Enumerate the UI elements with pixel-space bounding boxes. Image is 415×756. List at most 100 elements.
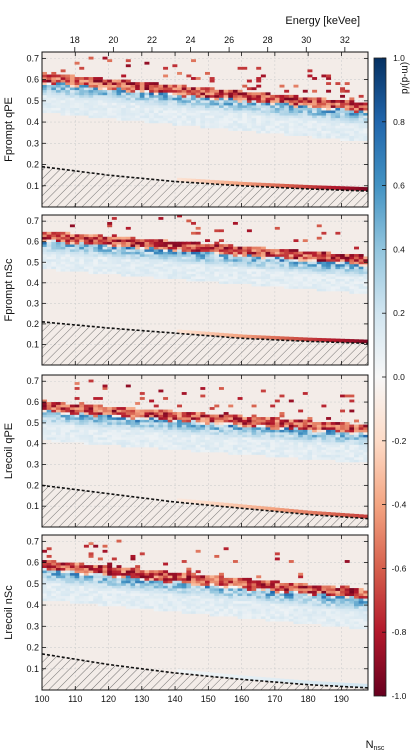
heatmap-cell	[65, 419, 71, 423]
heatmap-cell	[349, 611, 355, 614]
heatmap-cell	[265, 444, 271, 448]
heatmap-cell	[232, 437, 238, 440]
heatmap-cell	[330, 128, 336, 131]
heatmap-cell	[116, 417, 122, 420]
heatmap-cell	[158, 244, 164, 247]
heatmap-cell	[121, 590, 127, 594]
heatmap-cell	[232, 254, 238, 257]
heatmap-cell	[354, 437, 359, 440]
heatmap-cell	[46, 402, 52, 405]
heatmap-cell	[42, 99, 47, 103]
heatmap-cell	[340, 120, 346, 124]
heatmap-cell	[65, 74, 71, 78]
heatmap-cell	[302, 256, 308, 260]
heatmap-cell	[139, 590, 145, 594]
heatmap-cell	[79, 246, 85, 250]
heatmap-cell	[153, 595, 159, 599]
heatmap-cell	[102, 99, 108, 103]
heatmap-cell	[149, 419, 155, 423]
heatmap-cell	[358, 128, 364, 131]
heatmap-cell	[153, 92, 159, 96]
heatmap-cell	[298, 444, 304, 448]
heatmap-cell	[330, 133, 336, 136]
heatmap-cell	[181, 329, 187, 334]
heatmap-cell	[88, 56, 94, 60]
heatmap-cell	[181, 273, 187, 277]
heatmap-cell	[69, 432, 75, 435]
heatmap-cell	[205, 422, 210, 425]
heatmap-cell	[55, 231, 61, 235]
heatmap-cell	[214, 577, 220, 581]
heatmap-cell	[270, 454, 276, 458]
heatmap-cell	[228, 110, 234, 114]
heatmap-cell	[260, 115, 266, 119]
y-tick-label: 0.2	[26, 643, 39, 653]
heatmap-cell	[65, 575, 71, 579]
heatmap-cell	[88, 572, 94, 576]
heatmap-cell	[200, 437, 206, 440]
heatmap-cell	[270, 97, 276, 101]
heatmap-cell	[153, 422, 159, 425]
heatmap-cell	[214, 115, 220, 119]
heatmap-cell	[242, 66, 248, 70]
heatmap-cell	[274, 110, 280, 114]
heatmap-cell	[74, 82, 80, 85]
heatmap-cell	[321, 231, 327, 235]
heatmap-cell	[265, 595, 271, 599]
heatmap-cell	[83, 432, 89, 435]
heatmap-cell	[246, 268, 252, 272]
heatmap-cell	[200, 600, 206, 604]
heatmap-cell	[46, 427, 52, 430]
heatmap-cell	[223, 122, 229, 126]
hatched-region	[42, 321, 368, 365]
heatmap-cell	[107, 424, 113, 428]
heatmap-cell	[121, 117, 127, 121]
y-axis-label: Lrecoil qPE	[3, 423, 15, 479]
heatmap-cell	[274, 266, 280, 270]
heatmap-cell	[214, 266, 220, 270]
heatmap-cell	[60, 567, 66, 571]
heatmap-cell	[358, 613, 364, 617]
heatmap-cell	[279, 598, 285, 602]
heatmap-cell	[340, 110, 346, 114]
heatmap-cell	[191, 499, 196, 504]
heatmap-cell	[354, 611, 359, 614]
heatmap-cell	[195, 251, 201, 255]
heatmap-cell	[354, 117, 359, 121]
heatmap-cell	[111, 414, 117, 418]
heatmap-cell	[69, 593, 75, 597]
heatmap-cell	[265, 256, 271, 260]
heatmap-cell	[107, 575, 113, 579]
heatmap-cell	[158, 590, 164, 594]
heatmap-cell	[298, 572, 304, 576]
heatmap-cell	[349, 97, 355, 101]
heatmap-cell	[209, 79, 215, 83]
heatmap-cell	[88, 585, 94, 589]
heatmap-cell	[358, 261, 364, 265]
heatmap-cell	[251, 87, 257, 91]
heatmap-cell	[74, 268, 80, 272]
heatmap-cell	[163, 246, 169, 250]
heatmap-cell	[135, 585, 141, 589]
heatmap-cell	[284, 271, 290, 275]
heatmap-cell	[349, 99, 355, 103]
heatmap-cell	[274, 99, 280, 103]
heatmap-cell	[195, 414, 201, 418]
heatmap-cell	[125, 112, 131, 116]
heatmap-cell	[83, 404, 89, 408]
heatmap-cell	[107, 271, 113, 275]
heatmap-cell	[260, 580, 266, 584]
heatmap-cell	[60, 588, 66, 591]
heatmap-cell	[205, 427, 210, 430]
heatmap-cell	[232, 503, 238, 508]
heatmap-cell	[349, 626, 355, 630]
heatmap-cell	[270, 404, 276, 408]
heatmap-cell	[200, 414, 206, 418]
heatmap-cell	[135, 89, 141, 93]
heatmap-cell	[312, 185, 318, 190]
heatmap-cell	[153, 424, 159, 428]
heatmap-cell	[237, 603, 243, 607]
heatmap-cell	[135, 87, 141, 91]
heatmap-cell	[191, 588, 196, 591]
heatmap-cell	[200, 122, 206, 126]
